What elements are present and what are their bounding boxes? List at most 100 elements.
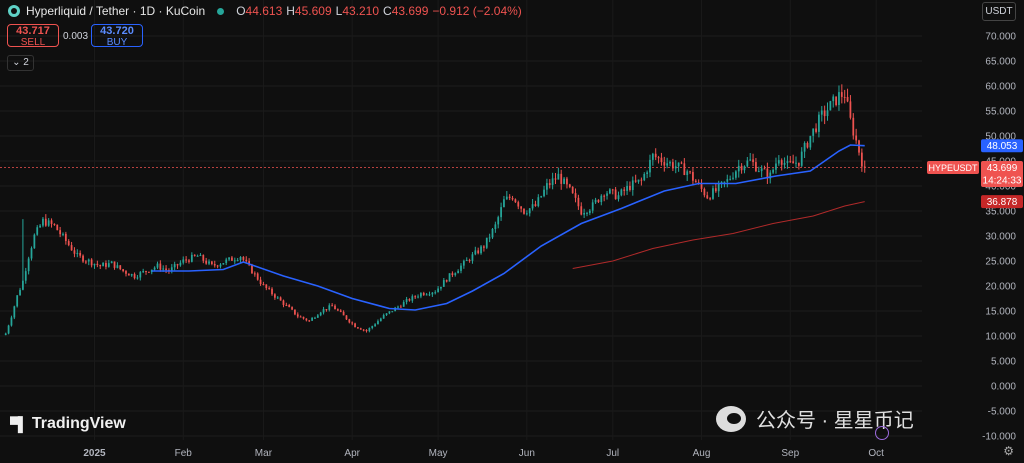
symbol-tag: HYPEUSDT <box>928 163 978 173</box>
candle-body <box>686 171 689 175</box>
candle-body <box>282 300 285 305</box>
price-axis[interactable]: 70.00065.00060.00055.00050.00045.00040.0… <box>982 32 1016 443</box>
candle-body <box>202 255 205 261</box>
candle-body <box>245 259 248 262</box>
candle-body <box>485 237 488 248</box>
candle-body <box>382 315 385 319</box>
candle-body <box>543 189 545 197</box>
y-tick-label: 60.000 <box>985 82 1016 93</box>
symbol-header: Hyperliquid / Tether · 1D · KuCoin O 44.6… <box>8 4 522 18</box>
candle-body <box>777 160 780 164</box>
candle-body <box>170 267 173 272</box>
currency-button[interactable]: USDT <box>982 2 1016 21</box>
candle-body <box>119 265 122 270</box>
symbol-title[interactable]: Hyperliquid / Tether · 1D · KuCoin <box>26 4 206 18</box>
candle-body <box>760 168 763 172</box>
x-tick-label: May <box>429 448 448 459</box>
ma-slow-price-tag: 36.878 <box>987 197 1018 208</box>
y-tick-label: 30.000 <box>985 232 1016 243</box>
candle-body <box>87 259 90 262</box>
candle-body <box>858 140 860 153</box>
candle-body <box>508 196 511 198</box>
candle-body <box>445 280 448 282</box>
candle-body <box>640 179 643 181</box>
candle-body <box>626 185 628 191</box>
candle-body <box>568 184 571 187</box>
candle-body <box>334 305 336 310</box>
candle-body <box>554 178 557 180</box>
y-tick-label: 5.000 <box>991 357 1016 368</box>
candle-body <box>666 163 669 166</box>
candle-body <box>674 166 677 169</box>
candle-body <box>457 270 460 274</box>
candle-body <box>228 257 230 260</box>
candle-body <box>420 293 422 297</box>
candle-body <box>500 207 502 218</box>
candle-body <box>594 199 597 203</box>
candle-body <box>314 317 316 319</box>
tradingview-brand: TradingView <box>31 415 126 432</box>
candle-body <box>225 259 228 264</box>
candle-body <box>179 262 182 266</box>
candle-body <box>374 324 376 327</box>
candle-body <box>600 195 603 203</box>
candle-body <box>483 246 485 248</box>
candle-body <box>7 325 10 334</box>
candle-body <box>145 271 147 273</box>
candle-body <box>766 168 769 179</box>
market-open-dot-icon <box>217 7 225 15</box>
candle-body <box>345 315 348 320</box>
candle-body <box>706 195 709 199</box>
countdown-tag: 14:24:33 <box>983 176 1022 187</box>
candle-body <box>832 96 835 102</box>
buy-button[interactable]: 43.720 BUY <box>91 24 143 48</box>
candle-body <box>818 114 820 132</box>
candle-body <box>809 135 812 148</box>
candle-body <box>826 110 829 117</box>
candle-body <box>388 311 391 314</box>
candle-body <box>511 197 514 200</box>
candle-body <box>437 288 439 293</box>
candle-body <box>757 171 760 173</box>
time-axis[interactable]: 2025 Feb Mar Apr May Jun Jul Aug Sep Oct <box>83 448 884 459</box>
candle-body <box>176 264 179 266</box>
candle-body <box>385 313 388 316</box>
candle-body <box>59 230 62 235</box>
clock-icon[interactable] <box>875 426 889 440</box>
sell-button[interactable]: 43.717 SELL <box>7 24 59 48</box>
indicators-toggle[interactable]: ⌄ 2 <box>7 55 34 71</box>
candle-body <box>597 199 600 203</box>
candle-body <box>351 322 354 324</box>
candle-body <box>10 317 13 326</box>
tradingview-logo[interactable]: ▀▌ TradingView <box>10 415 126 433</box>
candle-body <box>357 327 359 329</box>
ma-fast-price-tag: 48.053 <box>987 141 1018 152</box>
candle-body <box>211 261 213 265</box>
candle-body <box>311 317 313 321</box>
candle-body <box>763 168 766 170</box>
candle-body <box>772 169 774 173</box>
candle-body <box>142 271 145 273</box>
candle-body <box>305 318 308 321</box>
candle-body <box>829 101 832 111</box>
candle-body <box>732 177 734 179</box>
low-value: 43.210 <box>342 4 380 18</box>
candle-body <box>296 314 299 317</box>
candle-body <box>105 262 107 267</box>
candle-body <box>477 250 480 254</box>
candle-body <box>703 188 706 196</box>
candle-body <box>208 261 210 264</box>
candle-body <box>689 171 691 173</box>
gear-icon[interactable]: ⚙ <box>1003 444 1014 458</box>
x-tick-label: Jun <box>519 448 535 459</box>
chart-grid <box>0 0 922 440</box>
candle-body <box>116 265 119 268</box>
candlestick-series <box>4 84 866 336</box>
candle-body <box>468 259 471 261</box>
candle-body <box>838 92 840 106</box>
last-price-tag-bg <box>981 161 1023 188</box>
candle-body <box>548 183 551 185</box>
x-tick-label: Sep <box>781 448 799 459</box>
candle-body <box>631 180 634 191</box>
